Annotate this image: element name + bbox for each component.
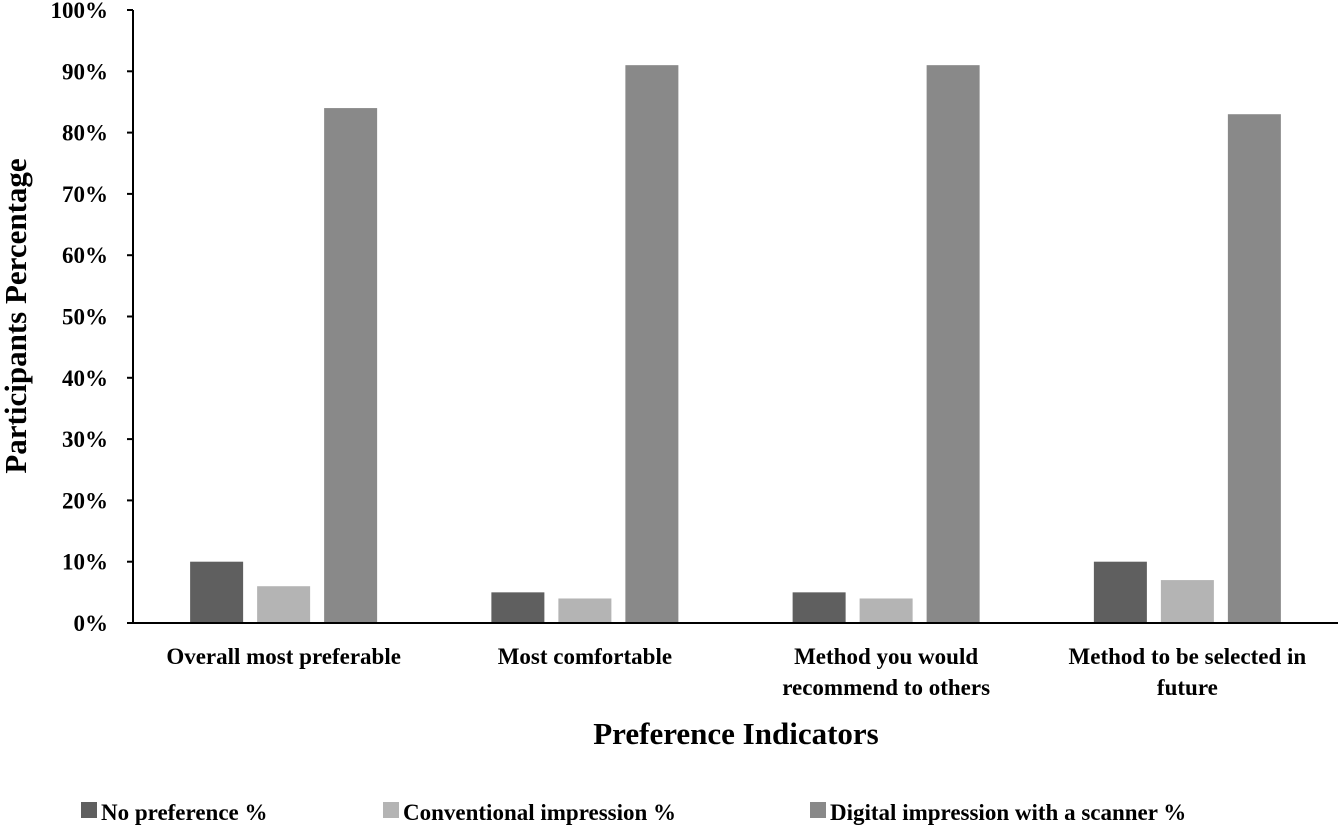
bar [491,592,545,623]
bar [190,561,244,623]
legend-swatch [810,802,826,818]
y-tick-label: 80% [62,121,108,146]
x-axis-title: Preference Indicators [593,716,879,751]
bars [190,65,1281,624]
legend-label: Digital impression with a scanner % [830,800,1186,825]
bar [1227,114,1281,624]
bar [558,598,612,623]
legend-label: Conventional impression % [403,800,676,825]
y-axis-title: Participants Percentage [0,158,33,473]
x-category-label: Method you would [794,644,978,669]
x-category-label: Method to be selected in [1069,644,1307,669]
x-category-label: Most comfortable [498,644,672,669]
x-category-label: future [1157,675,1218,700]
legend-swatch [81,802,97,818]
bar [257,586,311,623]
bar [1160,580,1214,623]
y-axis-ticks: 0% 10% 20% 30% 40% 50% 60% 70% 80% 90% 100% [51,0,133,636]
y-tick-label: 90% [62,59,108,84]
y-tick-label: 70% [62,182,108,207]
x-category-label: recommend to others [782,675,990,700]
y-tick-label: 50% [62,305,108,330]
bar [1093,561,1147,623]
legend-label: No preference % [101,800,267,825]
y-tick-label: 60% [62,243,108,268]
y-tick-label: 20% [62,488,108,513]
y-tick-label: 40% [62,366,108,391]
y-tick-label: 100% [51,0,109,23]
bar [792,592,846,623]
bar [625,65,679,624]
legend-swatch [383,802,399,818]
legend: No preference % Conventional impression %… [81,800,1186,825]
bar [926,65,980,624]
x-axis-category-labels: Overall most preferable Most comfortable M… [166,644,1306,700]
y-tick-label: 30% [62,427,108,452]
bar [859,598,913,623]
y-tick-label: 10% [62,550,108,575]
x-category-label: Overall most preferable [166,644,401,669]
y-tick-label: 0% [74,611,109,636]
bar [324,108,378,623]
